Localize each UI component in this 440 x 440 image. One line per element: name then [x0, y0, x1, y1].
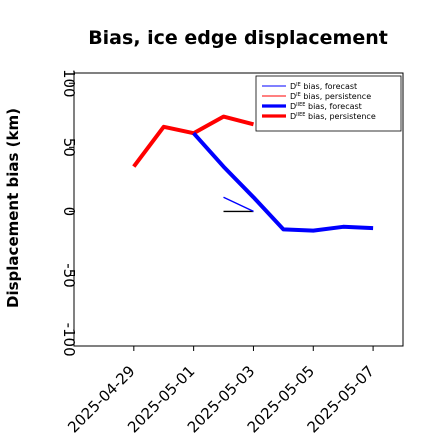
legend-label: DIE bias, forecast [290, 82, 357, 91]
y-tick-label: -50 [60, 263, 78, 288]
plot-area-frame [73, 72, 404, 347]
legend-label: DIIEE bias, forecast [290, 102, 362, 111]
series-line-0 [223, 196, 254, 213]
legend-box [255, 75, 402, 132]
y-axis-label: Displacement bias (km) [4, 108, 22, 308]
series-layer [132, 114, 374, 233]
legend-label: DIE bias, persistence [290, 92, 371, 101]
series-line-3 [132, 114, 254, 168]
legend-label: DIIEE bias, persistence [290, 112, 376, 121]
chart-title: Bias, ice edge displacement [88, 27, 388, 49]
y-tick-label: -100 [60, 323, 78, 357]
y-tick-label: 0 [60, 207, 78, 217]
series-line-2 [192, 131, 374, 233]
y-tick-label: 50 [60, 138, 78, 157]
